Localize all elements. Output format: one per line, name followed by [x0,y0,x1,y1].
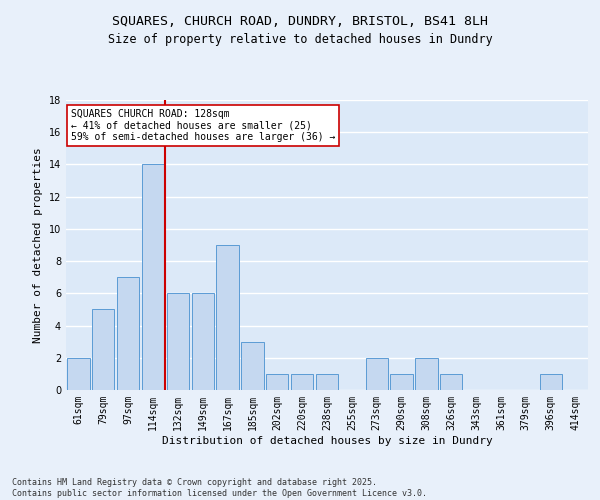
Bar [266,374,289,390]
Bar [117,277,139,390]
Bar [217,245,239,390]
Bar [440,374,463,390]
Bar [291,374,313,390]
Text: SQUARES CHURCH ROAD: 128sqm
← 41% of detached houses are smaller (25)
59% of sem: SQUARES CHURCH ROAD: 128sqm ← 41% of det… [71,108,335,142]
Bar [191,294,214,390]
Text: Contains HM Land Registry data © Crown copyright and database right 2025.
Contai: Contains HM Land Registry data © Crown c… [12,478,427,498]
Bar [316,374,338,390]
Bar [92,310,115,390]
Text: Size of property relative to detached houses in Dundry: Size of property relative to detached ho… [107,32,493,46]
Bar [415,358,437,390]
Bar [67,358,89,390]
Bar [365,358,388,390]
X-axis label: Distribution of detached houses by size in Dundry: Distribution of detached houses by size … [161,436,493,446]
Bar [241,342,263,390]
Text: SQUARES, CHURCH ROAD, DUNDRY, BRISTOL, BS41 8LH: SQUARES, CHURCH ROAD, DUNDRY, BRISTOL, B… [112,15,488,28]
Y-axis label: Number of detached properties: Number of detached properties [33,147,43,343]
Bar [167,294,189,390]
Bar [391,374,413,390]
Bar [539,374,562,390]
Bar [142,164,164,390]
